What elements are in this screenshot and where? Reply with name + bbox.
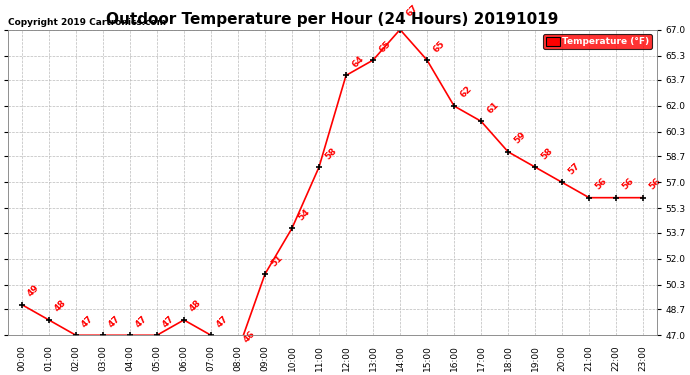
Text: 47: 47 [80,314,95,329]
Text: Copyright 2019 Cartronics.com: Copyright 2019 Cartronics.com [8,18,166,27]
Text: 59: 59 [512,130,527,146]
Text: 56: 56 [620,176,635,192]
Text: 67: 67 [404,4,420,19]
Text: 47: 47 [161,314,177,329]
Text: 51: 51 [269,253,284,268]
Text: 46: 46 [242,329,257,344]
Text: 62: 62 [458,85,473,100]
Text: 64: 64 [350,54,366,69]
Text: 48: 48 [53,298,68,314]
Text: 57: 57 [566,161,582,176]
Title: Outdoor Temperature per Hour (24 Hours) 20191019: Outdoor Temperature per Hour (24 Hours) … [106,12,559,27]
Legend: Temperature (°F): Temperature (°F) [544,34,652,49]
Text: 47: 47 [134,314,149,329]
Text: 49: 49 [26,283,41,298]
Text: 65: 65 [431,39,446,54]
Text: 48: 48 [188,298,204,314]
Text: 56: 56 [647,176,662,192]
Text: 58: 58 [323,146,338,161]
Text: 47: 47 [107,314,122,329]
Text: 54: 54 [296,207,311,222]
Text: 47: 47 [215,314,230,329]
Text: 65: 65 [377,39,393,54]
Text: 61: 61 [485,100,500,115]
Text: 56: 56 [593,176,609,192]
Text: 58: 58 [539,146,554,161]
